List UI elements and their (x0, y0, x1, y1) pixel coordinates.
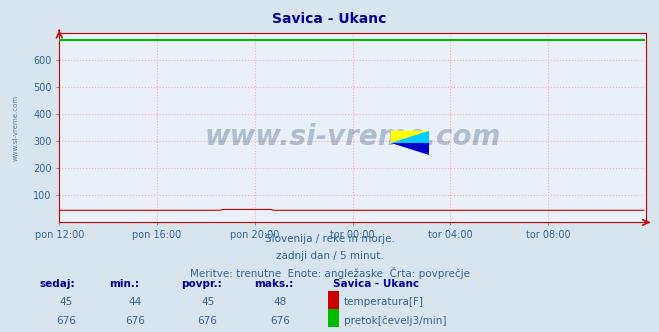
Polygon shape (391, 143, 429, 155)
Text: temperatura[F]: temperatura[F] (344, 297, 424, 307)
Text: 44: 44 (129, 297, 142, 307)
Text: 676: 676 (56, 316, 76, 326)
Text: maks.:: maks.: (254, 279, 293, 289)
Text: 45: 45 (59, 297, 72, 307)
Polygon shape (391, 131, 429, 143)
Text: min.:: min.: (109, 279, 139, 289)
Text: 676: 676 (198, 316, 217, 326)
Text: sedaj:: sedaj: (40, 279, 75, 289)
Text: 676: 676 (270, 316, 290, 326)
Text: 48: 48 (273, 297, 287, 307)
Polygon shape (391, 131, 429, 143)
Text: povpr.:: povpr.: (181, 279, 222, 289)
Text: Savica - Ukanc: Savica - Ukanc (272, 12, 387, 26)
Text: 45: 45 (201, 297, 214, 307)
Text: www.si-vreme.com: www.si-vreme.com (204, 123, 501, 151)
Text: Slovenija / reke in morje.: Slovenija / reke in morje. (264, 234, 395, 244)
Text: pretok[čevelj3/min]: pretok[čevelj3/min] (344, 315, 447, 326)
Text: 676: 676 (125, 316, 145, 326)
Text: Savica - Ukanc: Savica - Ukanc (333, 279, 419, 289)
Text: zadnji dan / 5 minut.: zadnji dan / 5 minut. (275, 251, 384, 261)
Text: Meritve: trenutne  Enote: angležaske  Črta: povprečje: Meritve: trenutne Enote: angležaske Črta… (190, 267, 469, 279)
Text: www.si-vreme.com: www.si-vreme.com (13, 95, 18, 161)
